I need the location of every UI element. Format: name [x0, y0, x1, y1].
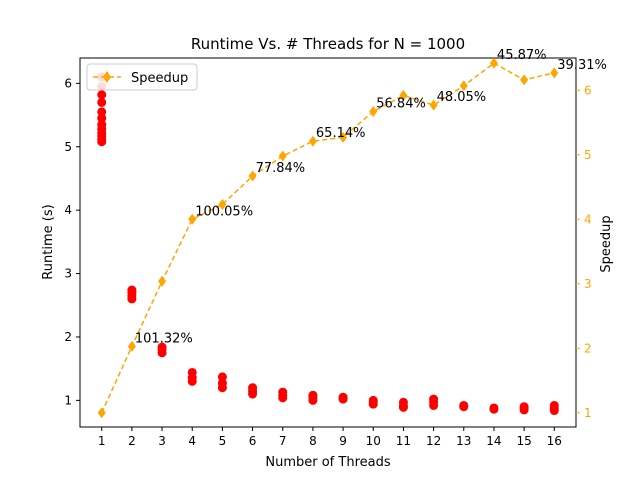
y-tick-label: 2	[64, 330, 72, 344]
speedup-marker	[339, 131, 348, 143]
y2-tick-label: 1	[584, 406, 592, 420]
speedup-marker	[550, 67, 559, 79]
runtime-point	[127, 285, 137, 295]
y-axis-label: Runtime (s)	[41, 204, 56, 279]
speedup-marker	[459, 80, 468, 92]
x-tick-label: 8	[309, 434, 317, 448]
x-tick-label: 5	[219, 434, 227, 448]
x-tick-label: 2	[128, 434, 136, 448]
runtime-point	[278, 387, 288, 397]
speedup-marker	[127, 340, 136, 352]
x-tick-label: 3	[158, 434, 166, 448]
x-tick-label: 4	[188, 434, 196, 448]
x-tick-label: 1	[98, 434, 106, 448]
x-tick-label: 6	[249, 434, 257, 448]
legend-box	[86, 63, 198, 91]
speedup-marker	[308, 135, 317, 147]
speedup-marker	[520, 74, 529, 86]
runtime-point	[368, 395, 378, 405]
plot-frame	[79, 57, 577, 428]
efficiency-annotation: 101.32%	[135, 331, 193, 346]
runtime-point	[549, 400, 559, 410]
y2-tick-label: 3	[584, 277, 592, 291]
runtime-point	[429, 394, 439, 404]
y-axis-right: 1 2 3 4 5 6	[576, 83, 592, 420]
runtime-point	[187, 367, 197, 377]
speedup-marker	[188, 213, 197, 225]
speedup-marker	[369, 106, 378, 118]
efficiency-annotation: 39.31%	[557, 58, 607, 73]
runtime-point	[459, 400, 469, 410]
efficiency-annotation: 100.05%	[195, 204, 253, 219]
efficiency-annotation: 56.84%	[376, 97, 426, 112]
runtime-point	[97, 90, 107, 100]
y2-tick-label: 4	[584, 212, 592, 226]
speedup-line-path	[101, 62, 555, 414]
speedup-series	[97, 57, 559, 419]
runtime-point	[248, 383, 258, 393]
runtime-point	[217, 372, 227, 382]
legend-speedup-label: Speedup	[131, 71, 188, 86]
x-tick-label: 15	[516, 434, 531, 448]
x-axis: 1 2 3 4 5 6 7 8 9 10 11 12 13 14 15 16	[98, 427, 562, 448]
efficiency-annotations: 101.32%100.05%77.84%65.14%56.84% 48.05%45…	[135, 48, 607, 346]
x-tick-label: 11	[396, 434, 411, 448]
y-tick-label: 6	[64, 76, 72, 90]
x-axis-label: Number of Threads	[265, 455, 390, 470]
y-tick-label: 1	[64, 393, 72, 407]
x-tick-label: 16	[547, 434, 562, 448]
y-tick-label: 4	[64, 203, 72, 217]
speedup-marker	[429, 99, 438, 111]
efficiency-annotation: 48.05%	[437, 90, 487, 105]
runtime-point	[217, 378, 227, 388]
runtime-point	[157, 342, 167, 352]
speedup-marker	[218, 198, 227, 210]
runtime-point	[97, 107, 107, 117]
efficiency-annotation: 45.87%	[497, 48, 547, 63]
y2-tick-label: 2	[584, 341, 592, 355]
legend: Speedup	[86, 63, 198, 91]
y2-axis-label: Speedup	[599, 215, 614, 272]
runtime-point	[308, 390, 318, 400]
y2-tick-label: 5	[584, 148, 592, 162]
speedup-marker	[278, 150, 287, 162]
runtime-point	[338, 392, 348, 402]
speedup-marker	[158, 275, 167, 287]
runtime-point	[97, 120, 107, 130]
runtime-point	[519, 402, 529, 412]
speedup-marker	[248, 170, 257, 182]
legend-speedup-marker	[103, 71, 111, 83]
runtime-point	[97, 97, 107, 107]
x-tick-label: 12	[426, 434, 441, 448]
chart-title: Runtime Vs. # Threads for N = 1000	[191, 35, 465, 53]
runtime-series	[97, 72, 559, 416]
speedup-marker	[97, 407, 106, 419]
x-tick-label: 10	[366, 434, 381, 448]
efficiency-annotation: 77.84%	[256, 161, 306, 176]
x-tick-label: 13	[456, 434, 471, 448]
y2-tick-label: 6	[584, 83, 592, 97]
x-tick-label: 14	[486, 434, 501, 448]
runtime-point	[97, 113, 107, 123]
y-tick-label: 3	[64, 267, 72, 281]
speedup-marker	[399, 89, 408, 101]
y-tick-label: 5	[64, 140, 72, 154]
x-tick-label: 9	[339, 434, 347, 448]
y-axis-left: 1 2 3 4 5 6	[64, 76, 80, 407]
x-tick-label: 7	[279, 434, 287, 448]
runtime-point	[398, 397, 408, 407]
speedup-marker	[489, 57, 498, 69]
runtime-point	[489, 403, 499, 413]
efficiency-annotation: 65.14%	[316, 126, 366, 141]
